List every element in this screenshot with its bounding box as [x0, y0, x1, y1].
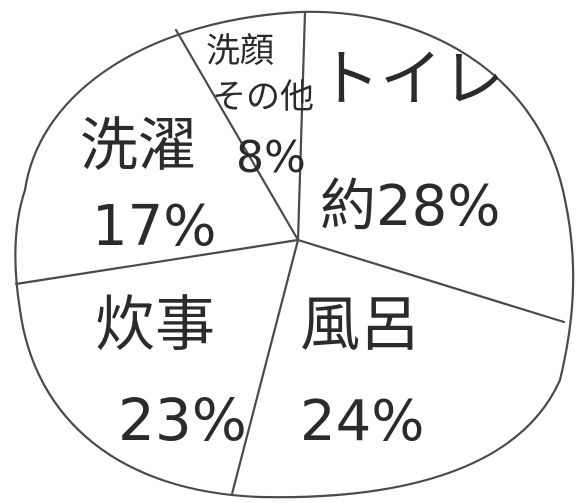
slice-value: 約28% — [320, 174, 500, 239]
slice-value: 24% — [300, 389, 424, 454]
pie-outline — [14, 10, 575, 499]
slice-value: 23% — [118, 386, 247, 454]
slice-label: トイレ — [318, 42, 504, 115]
slice-label: 風呂 — [300, 290, 420, 360]
divider-laundry-face — [174, 28, 300, 242]
divider-kitchen-laundry — [14, 238, 300, 286]
divider-toilet-start — [296, 10, 307, 242]
slice-label-line-1: 洗顔 — [206, 31, 274, 71]
slice-value: 8% — [236, 132, 306, 183]
slice-label: 炊事 — [95, 290, 215, 360]
slice-toilet: トイレ 約28% — [318, 42, 504, 239]
slice-bath: 風呂 24% — [300, 290, 424, 454]
slice-laundry: 洗濯 17% — [80, 111, 216, 259]
slice-value: 17% — [92, 194, 216, 259]
slice-face-other: 洗顔 その他 8% — [206, 31, 314, 183]
divider-bath-kitchen — [230, 238, 300, 496]
slice-kitchen: 炊事 23% — [95, 290, 247, 454]
slice-label: 洗濯 — [80, 111, 196, 179]
slice-label-line-2: その他 — [212, 77, 314, 117]
divider-toilet-bath — [296, 238, 566, 324]
